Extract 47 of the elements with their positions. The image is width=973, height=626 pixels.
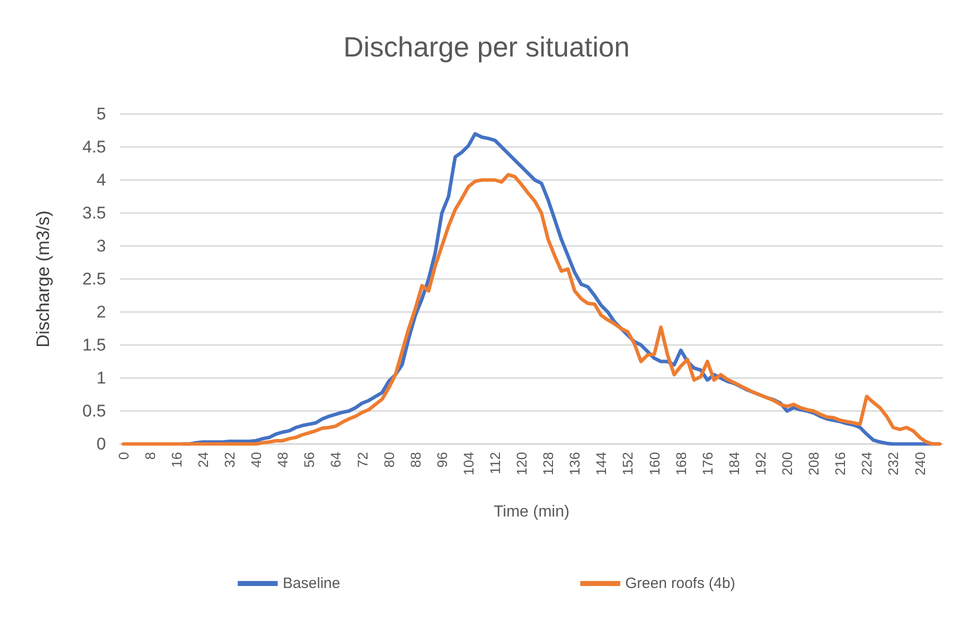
x-tick-label: 120 (514, 452, 530, 476)
legend-label: Baseline (282, 575, 340, 592)
x-tick-label: 16 (168, 452, 184, 468)
x-tick-label: 160 (646, 452, 662, 476)
y-tick-label: 5 (96, 104, 106, 124)
x-tick-label: 232 (885, 452, 902, 476)
x-tick-label: 8 (142, 452, 158, 460)
x-tick-label: 72 (354, 452, 370, 468)
x-axis-title: Time (min) (494, 504, 570, 520)
x-tick-label: 168 (672, 452, 689, 476)
x-tick-label: 176 (699, 452, 716, 476)
y-tick-label: 2.5 (82, 270, 106, 288)
y-tick-label: 4.5 (82, 138, 106, 156)
x-tick-label: 0 (115, 452, 132, 460)
x-tick-label: 24 (194, 452, 211, 468)
y-tick-label: 3 (96, 236, 106, 256)
x-tick-label: 104 (460, 452, 476, 476)
legend-label: Green roofs (4b) (625, 575, 736, 592)
x-tick-label: 144 (593, 452, 610, 476)
x-tick-label: 152 (620, 452, 636, 476)
x-tick-label: 192 (752, 452, 768, 476)
x-tick-label: 200 (779, 452, 796, 476)
y-tick-label: 1 (96, 368, 106, 388)
x-tick-label: 128 (540, 452, 556, 476)
x-tick-label: 136 (566, 452, 583, 476)
x-tick-label: 56 (301, 452, 318, 468)
x-tick-label: 80 (380, 452, 397, 468)
x-tick-label: 208 (806, 452, 822, 476)
y-tick-label: 2 (96, 302, 106, 322)
y-tick-label: 4 (96, 170, 106, 190)
x-tick-label: 240 (912, 452, 928, 476)
x-tick-label: 88 (407, 452, 424, 468)
x-tick-label: 112 (486, 452, 503, 474)
x-tick-label: 224 (858, 452, 875, 476)
y-tick-label: 0.5 (82, 402, 106, 420)
x-tick-label: 48 (274, 452, 291, 468)
x-tick-label: 216 (832, 452, 848, 476)
x-tick-label: 184 (726, 452, 742, 476)
x-tick-label: 96 (434, 452, 450, 468)
line-series (122, 172, 942, 446)
y-tick-label: 3.5 (82, 204, 106, 222)
x-tick-label: 32 (222, 452, 238, 468)
x-tick-label: 64 (328, 452, 344, 468)
x-tick-label: 40 (248, 452, 264, 468)
y-tick-label: 1.5 (82, 336, 106, 354)
y-axis-title: Discharge (m3/s) (33, 210, 53, 348)
chart-title: Discharge per situation (343, 32, 630, 62)
